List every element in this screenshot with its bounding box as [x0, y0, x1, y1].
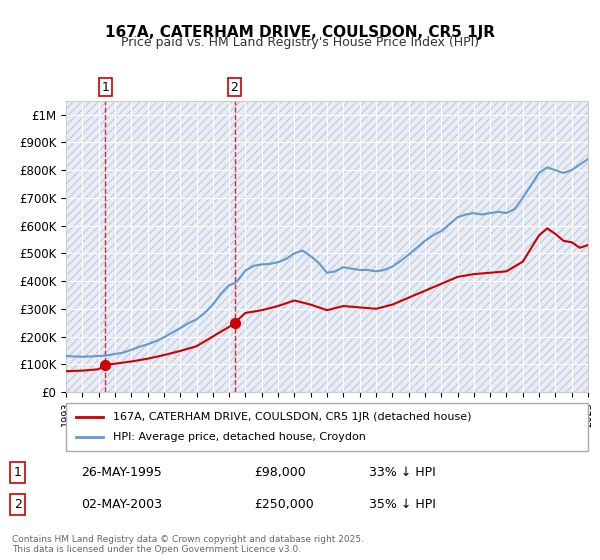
Text: 35% ↓ HPI: 35% ↓ HPI	[369, 498, 436, 511]
Text: £98,000: £98,000	[254, 466, 305, 479]
Text: 167A, CATERHAM DRIVE, COULSDON, CR5 1JR: 167A, CATERHAM DRIVE, COULSDON, CR5 1JR	[105, 25, 495, 40]
Text: 2: 2	[14, 498, 22, 511]
Text: 1: 1	[101, 81, 109, 94]
Text: 167A, CATERHAM DRIVE, COULSDON, CR5 1JR (detached house): 167A, CATERHAM DRIVE, COULSDON, CR5 1JR …	[113, 412, 472, 422]
FancyBboxPatch shape	[66, 403, 588, 451]
Text: 26-MAY-1995: 26-MAY-1995	[81, 466, 162, 479]
Text: HPI: Average price, detached house, Croydon: HPI: Average price, detached house, Croy…	[113, 432, 366, 442]
Text: Contains HM Land Registry data © Crown copyright and database right 2025.
This d: Contains HM Land Registry data © Crown c…	[12, 535, 364, 554]
Text: Price paid vs. HM Land Registry's House Price Index (HPI): Price paid vs. HM Land Registry's House …	[121, 36, 479, 49]
Text: 1: 1	[14, 466, 22, 479]
Text: 02-MAY-2003: 02-MAY-2003	[81, 498, 162, 511]
Text: 2: 2	[230, 81, 238, 94]
Text: £250,000: £250,000	[254, 498, 314, 511]
Text: 33% ↓ HPI: 33% ↓ HPI	[369, 466, 436, 479]
